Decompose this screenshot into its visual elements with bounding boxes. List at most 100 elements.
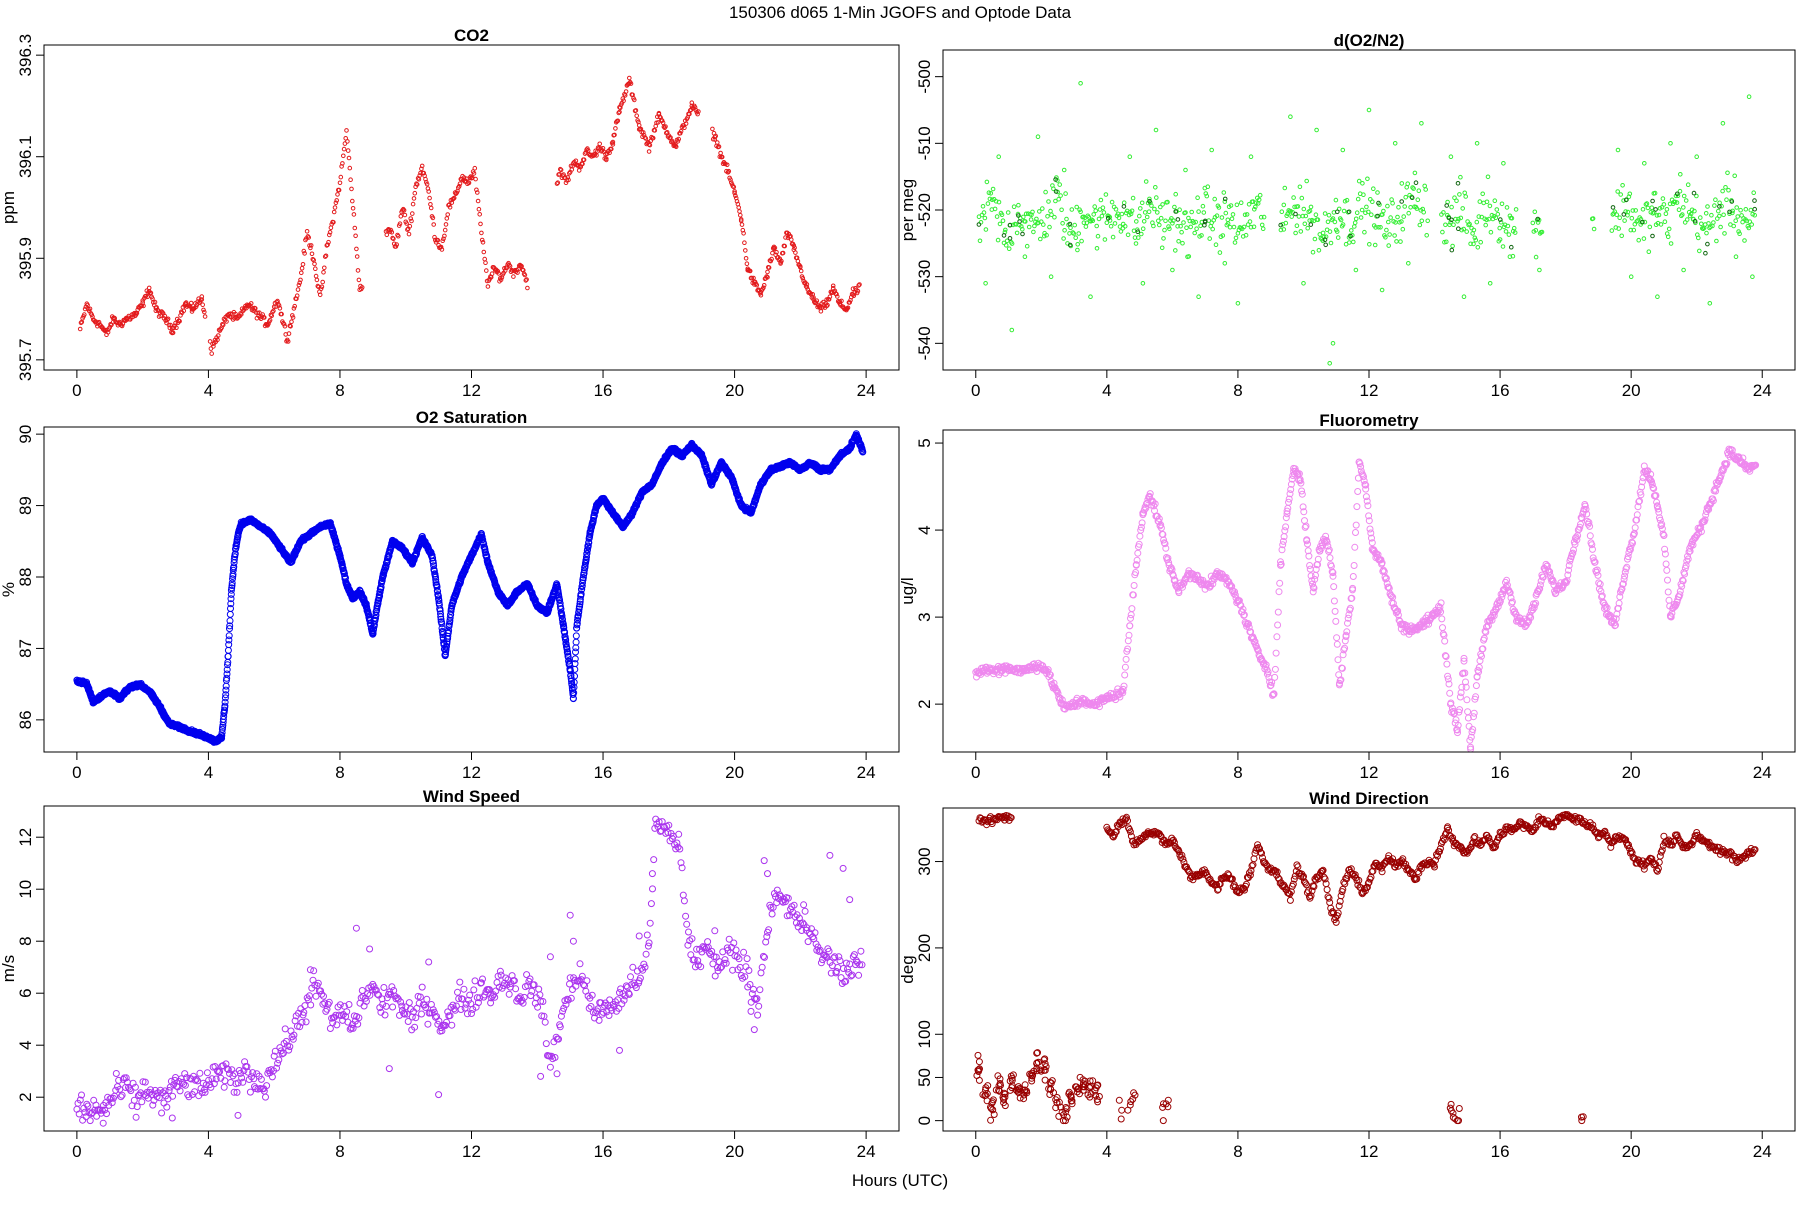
data-point	[225, 653, 231, 659]
data-point	[1732, 224, 1736, 228]
data-point	[614, 127, 618, 131]
data-point	[1062, 168, 1066, 172]
data-point	[336, 193, 340, 197]
data-point	[1371, 200, 1375, 204]
data-point	[323, 266, 327, 270]
data-point	[1444, 223, 1448, 227]
data-point	[1449, 155, 1453, 159]
data-point	[1185, 226, 1189, 230]
data-point	[1400, 200, 1404, 204]
data-point	[1354, 268, 1358, 272]
data-point	[1073, 223, 1077, 227]
data-point	[1387, 220, 1391, 224]
data-point	[1134, 242, 1138, 246]
data-point	[1712, 221, 1716, 225]
data-point	[1395, 240, 1399, 244]
x-tick-label: 24	[857, 381, 876, 400]
data-point	[1309, 223, 1313, 227]
x-tick-label: 12	[1360, 763, 1379, 782]
data-point	[1038, 210, 1042, 214]
data-point	[1315, 128, 1319, 132]
data-point	[1010, 328, 1014, 332]
data-point	[1141, 282, 1145, 286]
x-tick-label: 4	[204, 763, 213, 782]
data-point	[1174, 192, 1178, 196]
x-tick-label: 20	[1622, 763, 1641, 782]
data-point	[1309, 205, 1313, 209]
data-point	[1145, 215, 1149, 219]
data-point	[1393, 142, 1397, 146]
y-axis-label: ppm	[0, 191, 18, 224]
y-tick-label: 4	[915, 525, 934, 534]
data-point	[1063, 229, 1067, 233]
data-point	[1295, 224, 1299, 228]
data-point	[1405, 186, 1409, 190]
data-point	[203, 315, 207, 319]
data-point	[478, 213, 482, 217]
panel-title: d(O2/N2)	[1334, 31, 1405, 50]
y-tick-label: 396.1	[16, 135, 35, 178]
data-point	[1064, 192, 1068, 196]
data-point	[1592, 227, 1596, 231]
data-point	[1727, 188, 1731, 192]
data-point	[1069, 226, 1073, 230]
data-point	[486, 285, 490, 289]
data-point	[1463, 191, 1467, 195]
data-point	[1637, 238, 1641, 242]
y-tick-label: 90	[16, 425, 35, 444]
x-tick-label: 8	[1233, 763, 1242, 782]
data-point	[1084, 225, 1088, 229]
data-point	[1719, 225, 1723, 229]
data-point	[1416, 198, 1420, 202]
data-point	[1723, 232, 1727, 236]
data-point	[1176, 218, 1180, 222]
data-point	[1012, 205, 1016, 209]
data-point	[321, 280, 325, 284]
y-tick-label: -510	[915, 126, 934, 160]
data-point	[1147, 210, 1151, 214]
data-point	[1354, 217, 1358, 221]
data-point	[1213, 197, 1217, 201]
data-point	[1103, 238, 1107, 242]
data-point	[598, 142, 602, 146]
data-point	[78, 327, 82, 331]
data-point	[1735, 206, 1739, 210]
data-point	[1007, 247, 1011, 251]
data-point	[484, 261, 488, 265]
data-point	[1029, 218, 1033, 222]
data-point	[1235, 203, 1239, 207]
data-point	[1348, 241, 1352, 245]
data-point	[1062, 237, 1066, 241]
data-point	[1407, 262, 1411, 266]
data-point	[1076, 248, 1080, 252]
data-point	[1753, 199, 1757, 203]
data-point	[1327, 213, 1331, 217]
data-point	[485, 269, 489, 273]
data-point	[1093, 205, 1097, 209]
x-tick-label: 0	[72, 763, 81, 782]
data-point	[573, 633, 579, 639]
data-point	[1455, 199, 1459, 203]
data-point	[1648, 225, 1652, 229]
data-point	[1228, 225, 1232, 229]
panel-title: CO2	[454, 26, 489, 45]
data-point	[1042, 223, 1046, 227]
data-point	[1397, 206, 1401, 210]
data-point	[1708, 302, 1712, 306]
x-tick-label: 0	[72, 381, 81, 400]
data-point	[1686, 183, 1690, 187]
data-point	[984, 228, 988, 232]
x-tick-label: 20	[725, 763, 744, 782]
data-point	[1370, 213, 1374, 217]
x-tick-label: 4	[1102, 763, 1111, 782]
data-point	[986, 202, 990, 206]
data-point	[1721, 189, 1725, 193]
data-point	[1154, 128, 1158, 132]
data-point	[1356, 197, 1360, 201]
data-point	[399, 215, 403, 219]
data-point	[1500, 202, 1504, 206]
data-point	[1704, 251, 1708, 255]
data-point	[1459, 175, 1463, 179]
data-point	[570, 696, 576, 702]
